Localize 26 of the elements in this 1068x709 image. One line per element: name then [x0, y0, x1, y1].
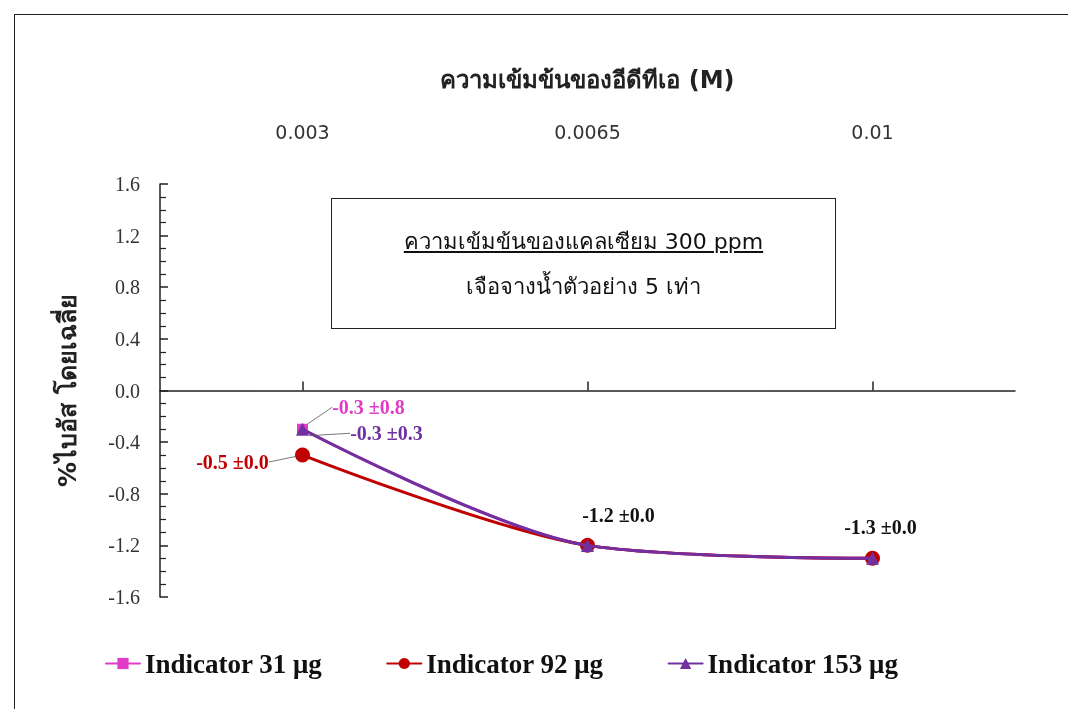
x-tick-label: 0.0065	[554, 120, 621, 143]
y-tick-label: -1.2	[108, 534, 140, 557]
legend-label: Indicator 153 μg	[707, 648, 899, 679]
annotation: -1.2 ±0.0	[582, 504, 655, 527]
y-tick-label: 0.0	[115, 379, 140, 402]
data-label: -0.5 ±0.0	[196, 451, 269, 474]
point	[295, 447, 310, 463]
y-axis-title: %ไบอัส โดยเฉลี่ย	[50, 294, 82, 487]
data-label: -0.3 ±0.8	[332, 396, 405, 419]
y-tick-label: 1.2	[115, 224, 140, 247]
annotation: เจือจางน้ำตัวอย่าง 5 เท่า	[466, 270, 701, 301]
annotation: ความเข้มข้นของแคลเซียม 300 ppm	[403, 227, 764, 256]
y-tick-label: -0.4	[108, 431, 140, 454]
y-tick-label: 0.8	[115, 276, 140, 299]
y-tick-label: 0.4	[115, 327, 140, 350]
legend-label: Indicator 31 μg	[145, 648, 323, 679]
y-tick-label: -1.6	[108, 586, 140, 608]
note-frame: ความเข้มข้นของแคลเซียม 300 ppm เจือจางน้ำตัวอย่าง 5 เท่า	[331, 198, 836, 329]
annotation: -1.3 ±0.0	[844, 516, 917, 539]
legend-label: Indicator 92 μg	[426, 648, 604, 679]
y-tick-label: 1.6	[115, 173, 140, 195]
x-tick-label: 0.003	[275, 120, 330, 143]
x-axis-title: ความเข้มข้นของอีดีทีเอ (M)	[440, 66, 735, 94]
y-tick-label: -0.8	[108, 482, 140, 505]
x-tick-label: 0.01	[851, 120, 894, 143]
data-label: -0.3 ±0.3	[350, 422, 423, 445]
